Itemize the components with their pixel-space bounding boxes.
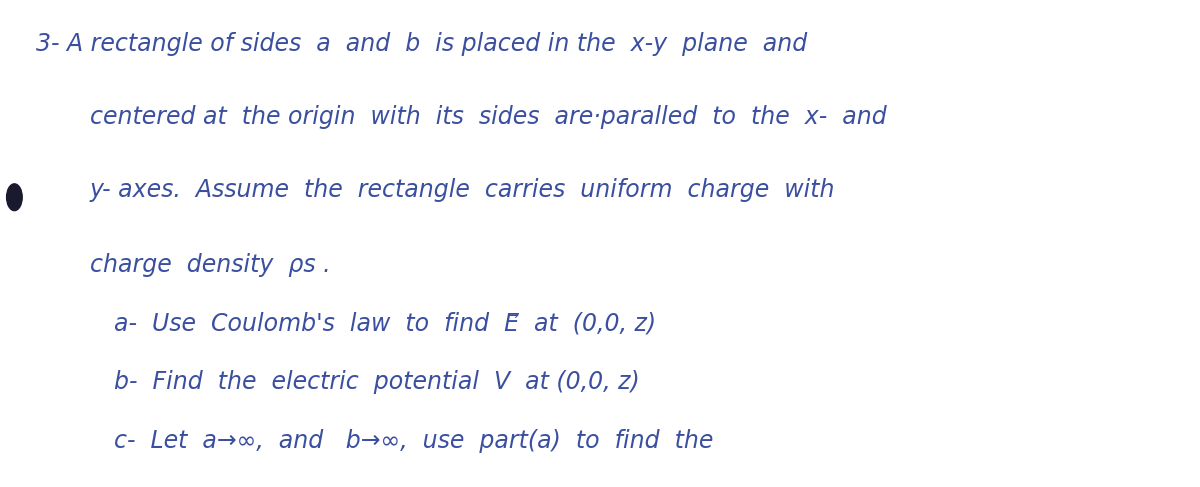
Text: 3- A rectangle of sides  a  and  b  is placed in the  x-y  plane  and: 3- A rectangle of sides a and b is place… [36, 32, 808, 56]
Text: c-  Let  a→∞,  and   b→∞,  use  part(a)  to  find  the: c- Let a→∞, and b→∞, use part(a) to find… [114, 429, 713, 453]
Text: charge  density  ρs .: charge density ρs . [90, 253, 331, 278]
Text: y- axes.  Assume  the  rectangle  carries  uniform  charge  with: y- axes. Assume the rectangle carries un… [90, 178, 835, 202]
Ellipse shape [7, 184, 23, 210]
Text: b-  Find  the  electric  potential  V  at (0,0, z): b- Find the electric potential V at (0,0… [114, 370, 640, 394]
Text: centered at  the origin  with  its  sides  are·paralled  to  the  x-  and: centered at the origin with its sides ar… [90, 105, 887, 129]
Text: a-  Use  Coulomb's  law  to  find  E⃗  at  (0,0, z): a- Use Coulomb's law to find E⃗ at (0,0,… [114, 312, 656, 336]
